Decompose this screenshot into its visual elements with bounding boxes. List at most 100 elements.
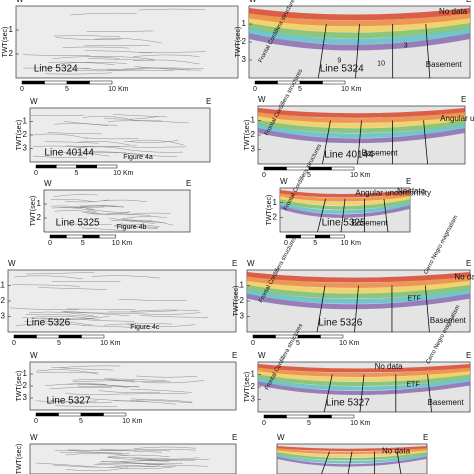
reflector [90, 152, 145, 155]
scale-bar [35, 412, 59, 417]
scale-label: 10 [112, 240, 120, 247]
reflector [68, 69, 136, 72]
reflector [100, 448, 162, 453]
scale-bar [36, 334, 60, 339]
axis-label: TWT(sec) [16, 120, 23, 151]
reflector [132, 312, 201, 315]
west-label: W [258, 351, 266, 360]
y-tick-label: 2 [273, 212, 278, 221]
reflector [104, 116, 159, 120]
y-tick-label: 2 [240, 296, 245, 305]
y-tick-label: 1 [37, 199, 42, 208]
west-label: W [8, 259, 16, 268]
reflector [97, 462, 160, 466]
strata [249, 18, 470, 33]
reflector [108, 120, 163, 122]
reflector [67, 223, 112, 225]
y-tick-label: 1 [9, 25, 14, 34]
scale-bar [263, 414, 287, 419]
reflector [66, 308, 136, 310]
reflector [61, 311, 130, 317]
axis-label: TWT(sec) [16, 371, 23, 402]
strata [249, 23, 470, 39]
y-tick-label: 3 [240, 312, 245, 321]
reflector [71, 205, 116, 209]
reflector [55, 37, 122, 40]
scale-bar [35, 164, 57, 169]
reflector [125, 393, 188, 395]
strata [277, 452, 427, 461]
scale-label: 10 [341, 240, 349, 247]
east-label: E [186, 179, 191, 188]
reflector [107, 454, 170, 458]
scale-bar [89, 80, 113, 85]
reflector [132, 54, 200, 57]
scale-label: 0 [262, 420, 266, 427]
reflector [126, 324, 196, 327]
scale-label: 0 [20, 86, 24, 93]
reflector [135, 375, 198, 378]
reflector [98, 390, 160, 394]
y-tick-label: 3 [242, 55, 247, 64]
line-name: Line 5324 [320, 64, 364, 75]
scale-unit: Km [349, 340, 360, 347]
strata [247, 289, 470, 304]
line-name: Line 5327 [46, 396, 90, 407]
reflector [50, 205, 95, 210]
scale-bar [56, 164, 77, 169]
scale-bar [322, 80, 346, 85]
fault [354, 285, 359, 333]
scale-label: 5 [65, 86, 69, 93]
fault [425, 285, 430, 333]
y-tick-label: 2 [37, 213, 42, 222]
strata [258, 108, 465, 118]
fault [427, 374, 432, 413]
panel-frame [15, 5, 239, 79]
scale-bar [263, 166, 287, 171]
east-label: E [232, 351, 237, 360]
scale-label: 0 [284, 240, 288, 247]
reflector [77, 384, 140, 388]
reflector [47, 132, 102, 135]
reflector [64, 199, 109, 203]
scale-label: 0 [262, 172, 266, 179]
scale-bar [308, 166, 332, 171]
y-tick-label: 1 [240, 281, 245, 290]
reflector [93, 463, 156, 467]
strata [247, 276, 470, 288]
axis-label: TWT(sec) [266, 195, 273, 226]
reflector [104, 378, 167, 381]
scale-bar [58, 412, 82, 417]
scale-label: 5 [79, 418, 83, 425]
reflector [32, 155, 87, 159]
scale-bar [103, 412, 127, 417]
strata [280, 205, 410, 218]
scale-bar [80, 412, 104, 417]
reflector [114, 465, 176, 467]
east-label: E [206, 97, 211, 106]
annotation: 10 [377, 60, 385, 67]
reflector [44, 141, 99, 144]
scale-bar [297, 334, 321, 339]
reflector [139, 315, 209, 318]
annotation: ETF [408, 295, 421, 302]
reflector [25, 314, 94, 318]
reflector [108, 457, 171, 460]
scale-bar [49, 234, 67, 239]
fault [359, 374, 365, 413]
fault [383, 198, 389, 233]
reflector [51, 367, 114, 371]
fault [317, 198, 326, 233]
reflector [108, 217, 153, 222]
east-label: E [406, 177, 411, 186]
strata [277, 448, 427, 455]
east-label: E [232, 259, 237, 268]
scale-bar [81, 334, 105, 339]
reflector [130, 309, 200, 312]
scale-bar [252, 334, 276, 339]
reflector [60, 206, 105, 208]
reflector [103, 323, 173, 326]
